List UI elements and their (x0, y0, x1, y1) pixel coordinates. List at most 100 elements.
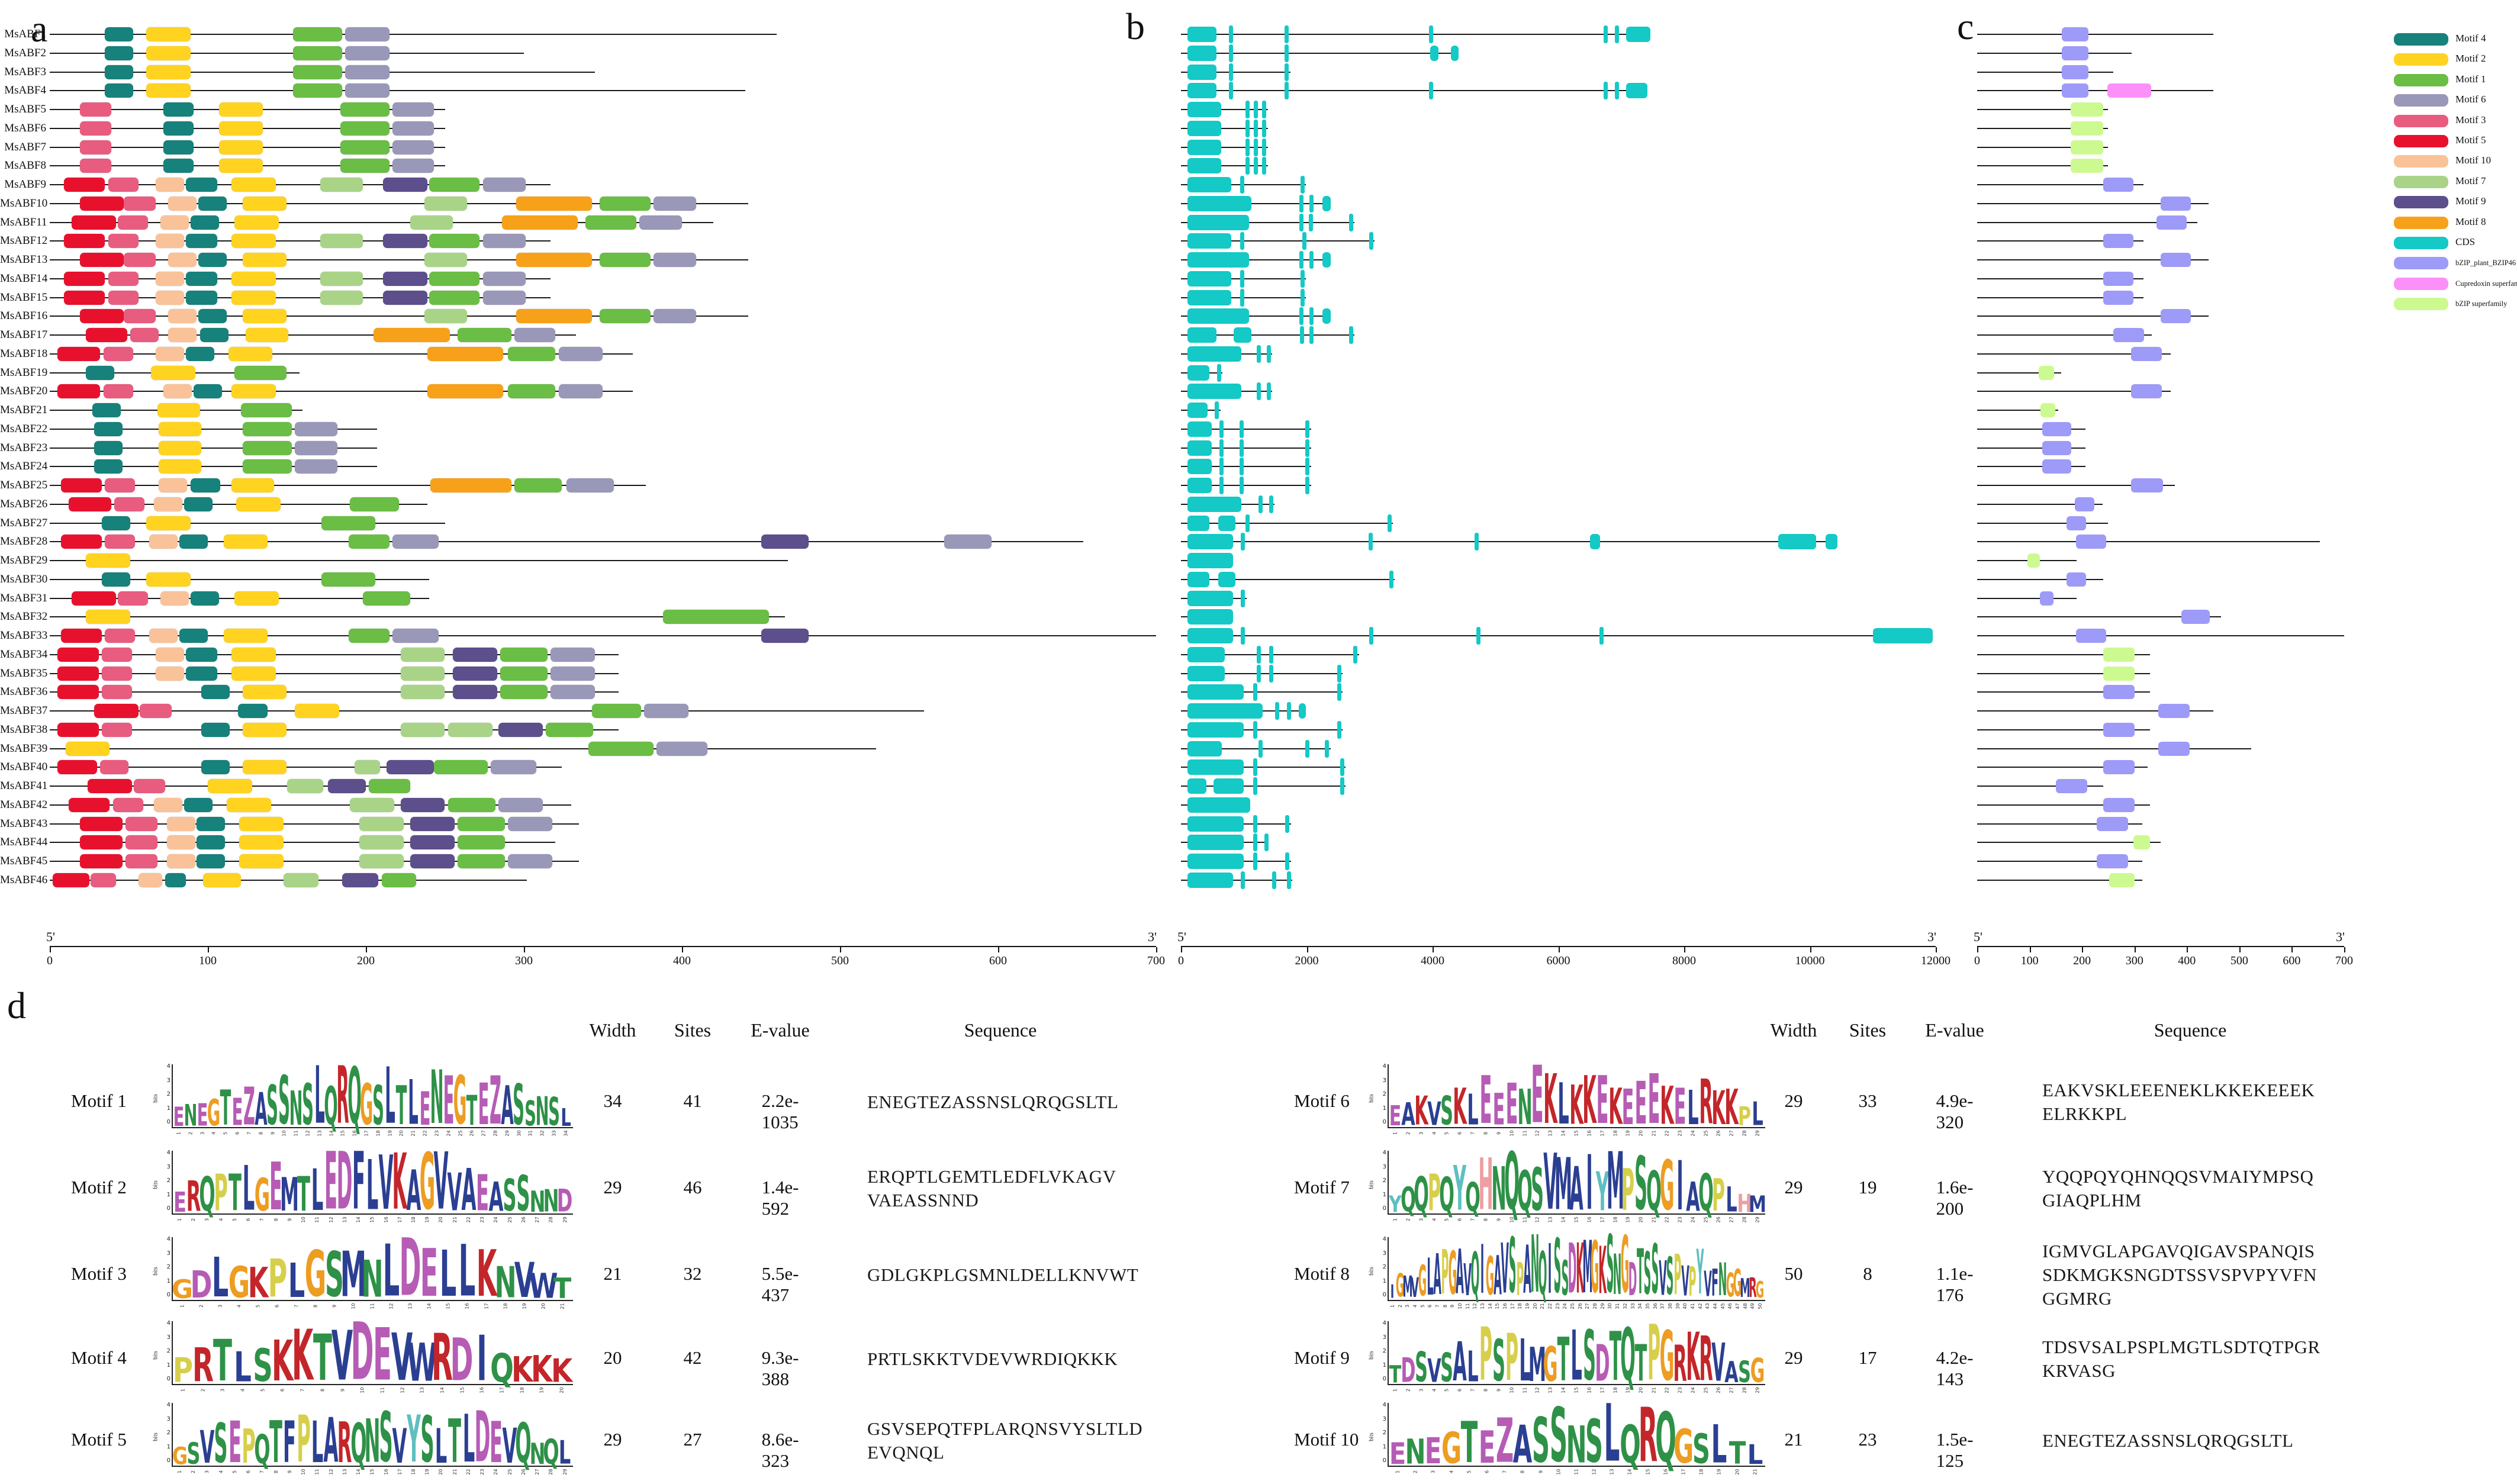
motif-box motif-7-box (448, 722, 493, 737)
motif-box motif-3-box (125, 816, 157, 831)
logo-x-label: 2 (185, 1127, 197, 1138)
axis-tick-label: 4000 (1421, 954, 1444, 967)
bzip-domain-box (2103, 760, 2135, 775)
table-header-sites: Sites (1849, 1019, 1887, 1041)
motif-sequence-line: GGMRG (2042, 1288, 2112, 1309)
logo-x-label: 9 (283, 1213, 297, 1224)
logo-letter: K (1724, 1079, 1739, 1136)
cds-exon-box (1298, 703, 1306, 719)
intron-line (1181, 691, 1343, 693)
logo-letter: P (1688, 1260, 1697, 1306)
logo-y-tick: 0 (1382, 1457, 1386, 1464)
intron-line (1181, 485, 1311, 486)
motif-evalue-value: 2.2e-1035 (761, 1090, 799, 1132)
cds-exon-box (1239, 477, 1244, 494)
cds-exon-box (1285, 82, 1289, 100)
logo-x-number: 7 (300, 1388, 305, 1392)
logo-x-label: 29 (1751, 1384, 1764, 1395)
motif-box motif-1-box (369, 779, 410, 793)
logo-x-number: 28 (1592, 1303, 1598, 1309)
logo-letter: Q (1620, 1312, 1636, 1397)
logo-x-number: 19 (1625, 1130, 1631, 1137)
logo-x-label: 22 (1660, 1127, 1673, 1138)
logo-x-number: 5 (1444, 1131, 1450, 1135)
motif-box motif-4-box (92, 403, 121, 417)
logo-letter-cell: S 26 (517, 1151, 530, 1223)
motif-box motif-8-box (430, 478, 511, 492)
logo-x-label: 15 (1494, 1300, 1501, 1311)
motif-box motif-3-box (140, 704, 172, 718)
cds-exon-box (1286, 702, 1291, 720)
cds-exon-box (1187, 384, 1241, 400)
logo-x-label: 12 (302, 1127, 314, 1138)
motif-width-value: 29 (1784, 1177, 1803, 1197)
logo-x-number: 11 (1522, 1130, 1528, 1137)
gene-line (50, 52, 524, 54)
logo-y-line (1388, 1321, 1389, 1384)
motif-box motif-10-box (149, 535, 178, 549)
logo-letter-cell: K 24 (1686, 1321, 1700, 1393)
cds-exon-box (1604, 82, 1608, 100)
logo-letter-cell: K 26 (1712, 1064, 1726, 1136)
logo-letter: P (172, 1350, 194, 1390)
logo-letter-cell: Y 18 (407, 1403, 420, 1475)
logo-x-number: 15 (1495, 1303, 1501, 1309)
motif-sequence: GSVSEPQTFPLARQNSVYSLTLD EVQNQL (867, 1417, 1258, 1464)
logo-y-tick: 1 (166, 1191, 170, 1198)
logo-x-label: 1 (1389, 1300, 1396, 1311)
axis-tick-label: 500 (831, 954, 849, 967)
logo-letter: V (1681, 1258, 1689, 1307)
logo-letter-cell: E 23 (1673, 1064, 1686, 1137)
logo-letter: L (1726, 1179, 1737, 1220)
legend-label: Motif 7 (2455, 175, 2486, 186)
logo-x-number: 49 (1750, 1303, 1756, 1309)
motif-sequence: IGMVGLAPGAVQIGAVSPANQIS SDKMGKSNGDTSSVSPV… (2042, 1240, 2457, 1311)
logo-x-number: 39 (1675, 1303, 1681, 1309)
logo-x-label: 28 (1738, 1384, 1751, 1395)
motif-sites-value: 42 (683, 1347, 702, 1368)
cds-exon-box (1187, 83, 1216, 99)
logo-y-tick: 2 (1382, 1264, 1386, 1270)
logo-letter: N (430, 1054, 444, 1141)
logo-letter-cell: P 39 (1673, 1237, 1681, 1309)
motif-box motif-4-box (94, 440, 123, 455)
motif-box motif-4-box (190, 591, 219, 606)
motif-box motif-9-box (410, 854, 455, 868)
logo-x-number: 4 (218, 1470, 224, 1474)
logo-bits-label: bits (1368, 1180, 1375, 1189)
logo-x-number: 8 (1483, 1388, 1489, 1392)
axis-tick-label: 8000 (1672, 954, 1696, 967)
logo-x-label: 4 (230, 1300, 249, 1311)
legend-swatch (2394, 53, 2448, 66)
logo-letter-cell: W 13 (407, 1321, 437, 1393)
motif-box motif-1-box (348, 629, 390, 643)
logo-y-tick: 4 (166, 1402, 170, 1408)
logo-letter-strip: Y 1 Q 2 Q 3 P 4 Q 5 Y 6 Q 7 H 8 N 9 Q 10 Q 11 S 12 V 13 M 14 A 15 I 16 Y… (1389, 1142, 1766, 1222)
logo-letter: T (220, 1079, 231, 1136)
cds-exon-box (1239, 458, 1244, 476)
motif-logo: 0 1 2 3 4 bits E 1 N 2 E 3 G 4 T 5 E 6 Z 7 A 8 S 9 S 10 N 11 S 12 L 13 Q… (153, 1054, 573, 1141)
protein-line (1977, 259, 2209, 260)
logo-x-number: 18 (1698, 1469, 1704, 1475)
cds-exon-box (1254, 157, 1258, 175)
motif-box motif-2-box (242, 196, 287, 211)
cds-exon-box (1872, 628, 1933, 643)
logo-letter-cell: N 15 (364, 1403, 380, 1475)
gene-label: MsABF43 (0, 817, 48, 830)
logo-x-number: 9 (1496, 1388, 1502, 1392)
logo-letter: R (337, 1409, 352, 1476)
motif-box motif-1-box (600, 309, 651, 324)
protein-line (1977, 410, 2059, 411)
logo-y-line (172, 1064, 173, 1127)
logo-letter-cell: Y 17 (1596, 1151, 1609, 1222)
motif-box motif-9-box (498, 722, 543, 737)
gene-line (50, 90, 745, 92)
motif-box motif-7-box (410, 215, 453, 230)
motif-box motif-3-box (108, 290, 139, 305)
motif-box motif-8-box (516, 253, 592, 267)
motif-box motif-1-box (500, 685, 548, 700)
